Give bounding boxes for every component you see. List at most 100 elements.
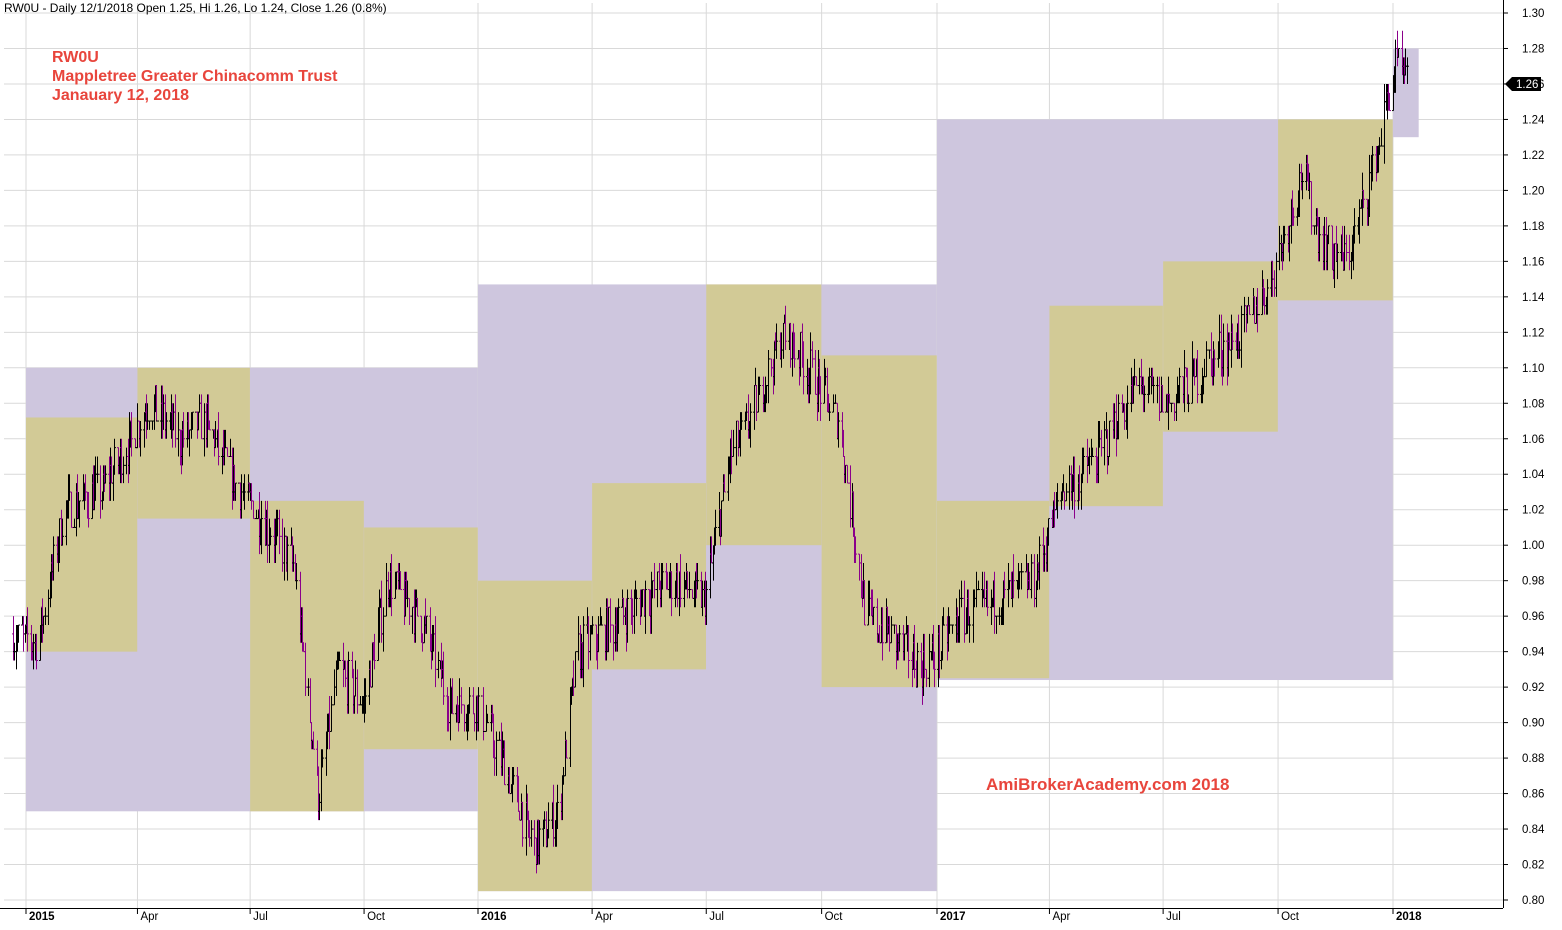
price-bar — [916, 642, 919, 688]
price-bar — [1371, 146, 1374, 182]
y-tick-label: 0.90 — [1522, 718, 1544, 730]
price-bar — [26, 607, 29, 652]
price-bar — [364, 678, 367, 714]
price-bar — [1187, 394, 1190, 413]
x-tick-label: Jul — [709, 911, 724, 923]
y-tick-label: 1.30 — [1522, 8, 1544, 20]
price-bar — [1362, 189, 1365, 209]
price-bar — [538, 820, 541, 865]
price-bar — [740, 412, 743, 430]
price-bar — [1178, 367, 1181, 404]
price-bar — [1065, 483, 1068, 502]
price-bar — [521, 801, 524, 847]
price-bar — [1047, 518, 1050, 546]
price-bar — [1310, 181, 1313, 235]
price-bar — [191, 411, 194, 430]
x-tick-label: Apr — [140, 911, 158, 923]
price-bar — [565, 739, 568, 759]
price-bar — [477, 687, 480, 732]
price-bar — [1205, 341, 1208, 378]
y-tick-label: 1.16 — [1522, 256, 1544, 268]
price-bar — [1117, 394, 1120, 440]
x-axis-ticks: 2015 Apr Jul Oct 2016 Apr Jul Oct 2017 Apr Jul Oct 2… — [25, 908, 1422, 923]
price-bar — [1152, 376, 1155, 404]
price-bar — [17, 624, 20, 643]
price-bar — [811, 341, 814, 368]
y-tick-label: 1.06 — [1522, 434, 1544, 446]
price-bar — [234, 482, 237, 501]
price-bar — [312, 731, 315, 750]
price-bar — [104, 465, 107, 484]
price-bar — [1266, 279, 1269, 315]
price-bar — [1345, 234, 1348, 262]
price-bar — [1213, 349, 1216, 377]
price-bar — [881, 607, 884, 661]
x-tick-label: Apr — [595, 911, 613, 923]
price-bar — [872, 606, 875, 626]
price-bar — [986, 580, 989, 617]
price-bar — [1196, 350, 1199, 404]
price-bar — [775, 323, 778, 359]
price-bar — [495, 731, 498, 776]
price-bar — [165, 412, 168, 439]
quarterly-range-box — [1163, 261, 1278, 432]
price-bar — [208, 420, 211, 431]
price-bar — [828, 403, 831, 422]
price-bar — [854, 536, 857, 563]
price-bar — [217, 412, 220, 466]
y-tick-label: 1.22 — [1522, 150, 1544, 162]
watermark: AmiBrokerAcademy.com 2018 — [986, 775, 1229, 794]
y-tick-label: 0.86 — [1522, 789, 1544, 801]
price-bar — [70, 491, 73, 528]
price-bar — [78, 500, 81, 528]
price-bar — [1100, 429, 1103, 457]
price-bar — [1038, 536, 1041, 590]
price-bar — [547, 802, 550, 839]
price-bar — [96, 456, 99, 484]
price-bar — [1222, 323, 1225, 377]
price-bar — [1240, 305, 1243, 368]
price-bar — [907, 625, 910, 679]
x-tick-label: Jul — [253, 911, 268, 923]
price-bar — [243, 474, 246, 510]
price-bar — [442, 651, 445, 705]
price-bar — [113, 438, 116, 475]
price-bar — [200, 394, 203, 440]
price-bar — [1012, 554, 1015, 599]
price-bar — [512, 766, 515, 785]
price-bar — [784, 305, 787, 351]
price-bar — [1135, 376, 1138, 387]
x-tick-label: Oct — [1281, 911, 1300, 923]
price-bar — [434, 616, 437, 688]
price-bar — [35, 633, 38, 670]
price-bar — [174, 394, 177, 448]
price-bar — [951, 624, 954, 634]
y-tick-label: 0.82 — [1522, 860, 1544, 872]
price-bar — [1336, 243, 1339, 280]
price-bar — [1143, 385, 1146, 413]
price-bar — [732, 429, 735, 457]
price-bar — [644, 580, 647, 634]
price-bar — [863, 580, 866, 626]
price-bar — [960, 580, 963, 608]
price-bar — [1091, 447, 1094, 457]
price-bar — [942, 607, 945, 626]
price-bar — [1275, 252, 1278, 297]
price-bar — [1380, 128, 1383, 147]
price-bar — [1030, 554, 1033, 599]
price-bar — [688, 571, 691, 599]
price-bar — [977, 580, 980, 591]
y-tick-label: 1.10 — [1522, 363, 1544, 375]
price-bar — [139, 421, 142, 457]
price-bar — [661, 562, 664, 590]
x-tick-label: 2015 — [29, 911, 55, 923]
price-bar — [679, 554, 682, 608]
price-bar — [635, 589, 638, 617]
y-axis-ticks: 1.30 1.28 1.26 1.24 1.22 1.20 1.18 1.16 1.14 1.12… — [1503, 8, 1545, 907]
price-bar — [1406, 57, 1409, 84]
price-bar — [425, 615, 428, 634]
price-bar — [714, 509, 717, 546]
price-bar — [846, 464, 849, 484]
price-bar — [758, 376, 761, 395]
